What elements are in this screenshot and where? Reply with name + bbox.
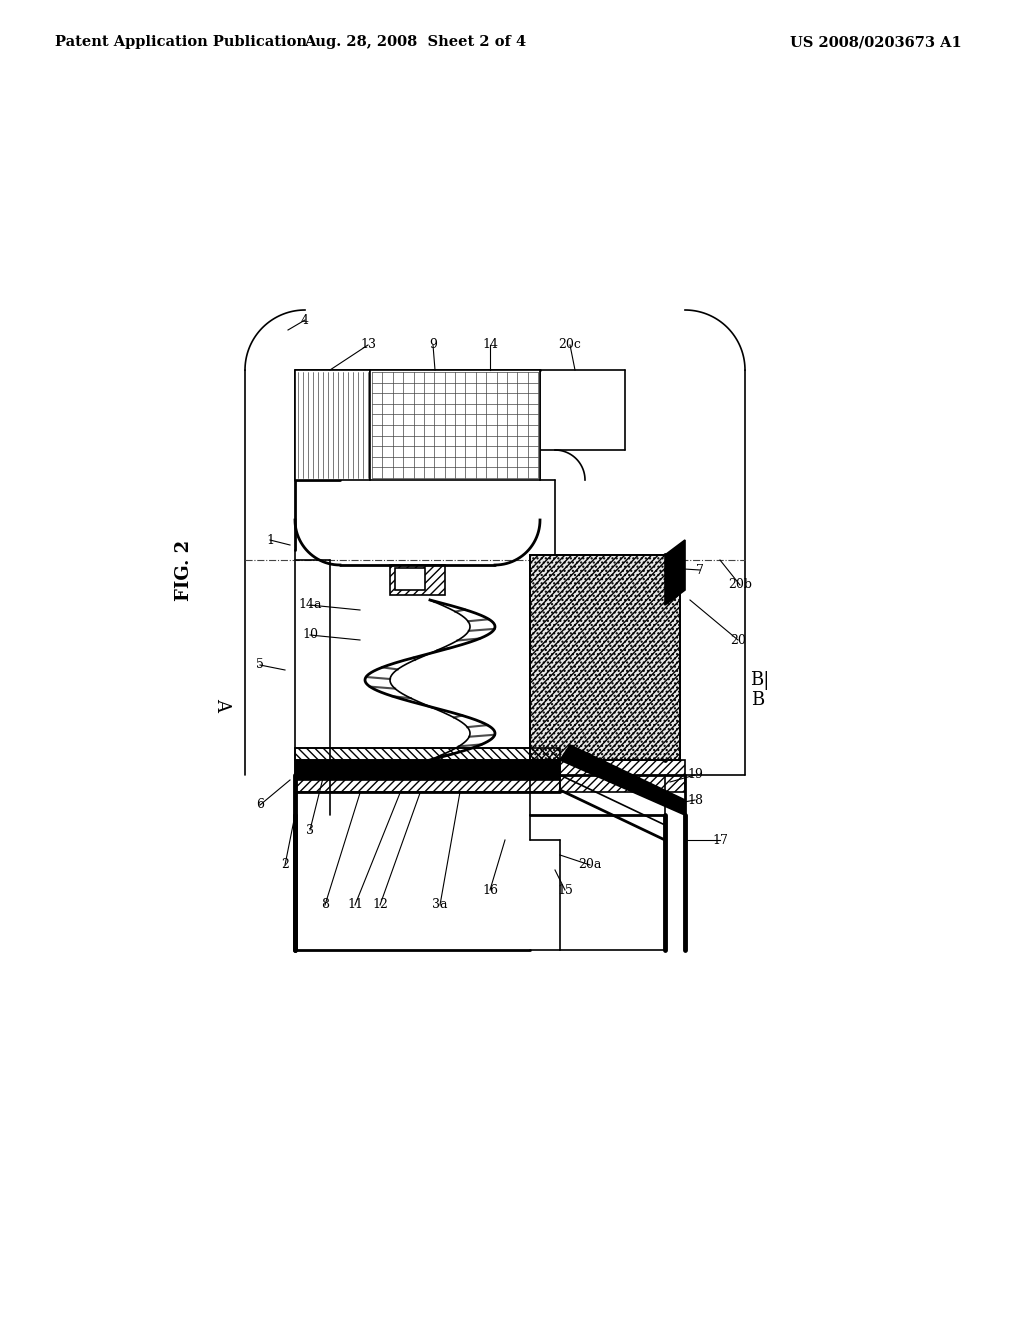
Text: 17: 17 [712, 833, 728, 846]
Text: B|: B| [751, 671, 770, 689]
Text: 20: 20 [730, 634, 745, 647]
Bar [295, 777, 560, 792]
Text: A: A [213, 698, 231, 711]
Text: 20c: 20c [558, 338, 582, 351]
Text: 14a: 14a [298, 598, 322, 611]
Text: US 2008/0203673 A1: US 2008/0203673 A1 [790, 36, 962, 49]
Text: 1: 1 [266, 533, 274, 546]
Text: 3a: 3a [432, 899, 447, 912]
Text: Aug. 28, 2008  Sheet 2 of 4: Aug. 28, 2008 Sheet 2 of 4 [304, 36, 526, 49]
Bar [530, 554, 680, 760]
Polygon shape [665, 540, 685, 605]
Text: 5: 5 [256, 659, 264, 672]
Text: 15: 15 [557, 883, 573, 896]
Text: 18: 18 [687, 793, 703, 807]
Text: FIG. 2: FIG. 2 [175, 540, 193, 601]
Text: 3: 3 [306, 824, 314, 837]
Bar [295, 748, 560, 760]
Bar [295, 760, 560, 780]
Text: 10: 10 [302, 628, 318, 642]
Bar [560, 760, 685, 792]
Text: 2: 2 [281, 858, 289, 871]
Text: 4: 4 [301, 314, 309, 326]
Text: 6: 6 [256, 799, 264, 812]
Text: 20a: 20a [579, 858, 602, 871]
Text: 14: 14 [482, 338, 498, 351]
Polygon shape [560, 744, 685, 814]
Text: 8: 8 [321, 899, 329, 912]
Text: 7: 7 [696, 564, 703, 577]
Text: 20b: 20b [728, 578, 752, 591]
Bar [395, 568, 425, 590]
Text: 11: 11 [347, 899, 362, 912]
Bar [530, 554, 680, 760]
Text: Patent Application Publication: Patent Application Publication [55, 36, 307, 49]
Text: 12: 12 [372, 899, 388, 912]
Bar [370, 370, 540, 480]
Text: 19: 19 [687, 768, 702, 781]
Bar [530, 554, 680, 760]
Text: B: B [752, 690, 765, 709]
Text: 9: 9 [429, 338, 437, 351]
Text: 16: 16 [482, 883, 498, 896]
Text: 13: 13 [360, 338, 376, 351]
Bar [295, 370, 370, 480]
